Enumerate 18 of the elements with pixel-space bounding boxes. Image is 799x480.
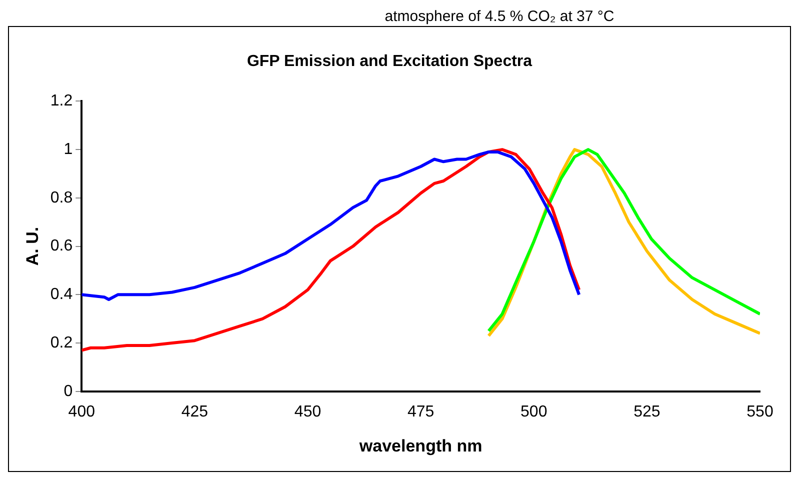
y-tick-label: 0.4 xyxy=(50,286,73,304)
y-tick-label: 0.8 xyxy=(50,189,73,206)
x-tick-label: 400 xyxy=(68,403,96,420)
x-tick-label: 500 xyxy=(520,403,548,420)
y-axis-title: A. U. xyxy=(22,226,42,266)
x-tick-label: 425 xyxy=(181,403,208,420)
x-tick-label: 450 xyxy=(294,403,322,420)
y-tick-label: 1.2 xyxy=(50,92,73,110)
y-tick-label: 0.6 xyxy=(50,238,73,255)
y-tick-label: 0 xyxy=(64,382,73,400)
chart-title: GFP Emission and Excitation Spectra xyxy=(246,53,532,70)
x-tick-label: 525 xyxy=(634,403,660,420)
text: atmosphere of 4.5 % CO₂ at 37 °C xyxy=(384,8,616,26)
y-tick-label: 0.2 xyxy=(50,334,73,352)
x-tick-label: 550 xyxy=(746,403,774,420)
x-tick-label: 475 xyxy=(407,403,434,420)
x-axis-title: wavelength nm xyxy=(358,436,482,456)
y-tick-label: 1 xyxy=(64,140,73,158)
